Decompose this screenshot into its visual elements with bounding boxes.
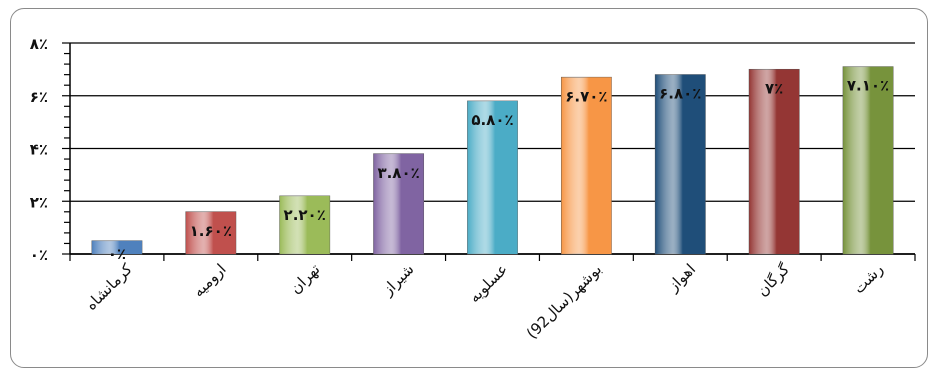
x-category-label: تهران [286,260,323,297]
bar-value-label: ۳.۸۰٪ [377,164,419,182]
y-tick-label: ۶٪ [30,88,48,106]
x-category-label: رشت [850,260,887,297]
x-category-label: عسلویه [465,260,511,306]
x-category-label: اهواز [664,260,700,296]
x-category-label: کرمانشاه [82,259,136,313]
x-axis-categories: کرمانشاه ارومیه تهران شیراز عسلویه بوشهر(سال9… [82,259,887,342]
x-category-label: شیراز [378,260,417,299]
bar-value-label: ۲.۲۰٪ [284,206,326,224]
bar-value-label: ۷٪ [765,79,783,97]
y-tick-label: ۴٪ [30,141,48,159]
bar-highlight [655,74,706,255]
y-tick-label: ۸٪ [30,35,48,53]
bar-highlight [279,195,330,254]
y-tick-label: ۰٪ [30,246,48,264]
x-category-label: بوشهر(سال92) [523,260,605,342]
bars [91,66,894,255]
bar-value-label: ۶.۸۰٪ [659,85,701,103]
bar-highlight [373,153,424,254]
bar-value-label: ۶.۷۰٪ [565,87,607,105]
y-axis: ۰٪ ۲٪ ۴٪ ۶٪ ۸٪ [30,35,916,264]
bar-highlight [561,77,612,254]
bar-highlight [749,69,800,254]
x-category-label: ارومیه [189,260,229,300]
bar-highlight [91,240,142,254]
bar-value-labels: ۰٪ ۱.۶۰٪ ۲.۲۰٪ ۳.۸۰٪ ۵.۸۰٪ ۶.۷۰٪ ۶.۸۰٪ ۷٪ ۷.۱۰٪ [108,77,889,263]
bar-highlight [185,211,236,254]
x-category-label: گرگان [753,260,793,300]
bar-highlight [843,66,894,254]
bar-highlight [467,101,518,255]
bar-value-label: ۵.۸۰٪ [471,111,513,129]
y-tick-label: ۲٪ [30,193,48,211]
bar-value-label: ۱.۶۰٪ [190,222,232,240]
bar-value-label: ۰٪ [108,245,126,263]
bar-value-label: ۷.۱۰٪ [847,77,889,95]
